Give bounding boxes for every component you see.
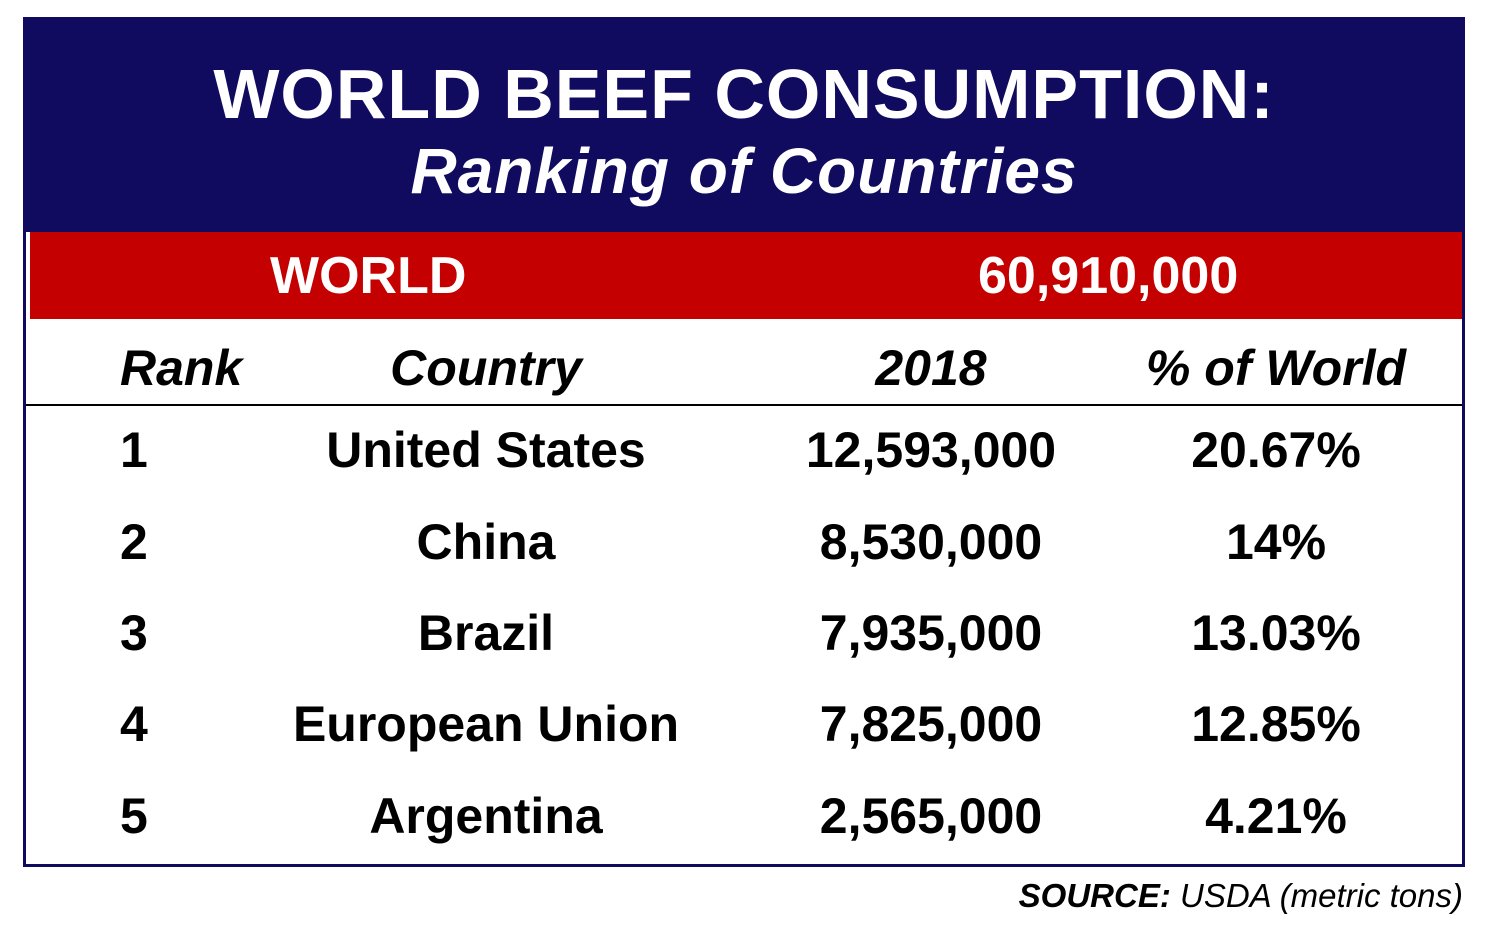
value-2018-cell: 8,530,000: [819, 514, 1043, 570]
rank-cell: 4: [120, 696, 148, 752]
source-note: SOURCE: USDA (metric tons): [1019, 876, 1463, 916]
value-2018-cell: 2,565,000: [819, 788, 1043, 844]
world-label: WORLD: [270, 247, 467, 305]
table-frame: WORLD BEEF CONSUMPTION: Ranking of Count…: [23, 17, 1465, 867]
chart-subtitle: Ranking of Countries: [410, 135, 1078, 207]
world-total-band: WORLD 60,910,000: [30, 232, 1462, 319]
share-cell: 14%: [1225, 514, 1327, 570]
country-cell: China: [416, 514, 556, 570]
value-2018-cell: 7,935,000: [819, 605, 1043, 661]
rank-cell: 2: [120, 514, 148, 570]
country-cell: Brazil: [417, 605, 555, 661]
header-divider: [26, 404, 1462, 406]
header-share: % of World: [1145, 340, 1407, 396]
share-cell: 20.67%: [1191, 422, 1361, 478]
rank-cell: 1: [120, 422, 148, 478]
source-text: USDA (metric tons): [1170, 877, 1463, 914]
source-label: SOURCE:: [1018, 877, 1171, 914]
header-country: Country: [390, 340, 582, 396]
title-band: WORLD BEEF CONSUMPTION: Ranking of Count…: [26, 20, 1462, 232]
header-rank: Rank: [120, 340, 243, 396]
country-cell: Argentina: [369, 788, 603, 844]
world-total-value: 60,910,000: [978, 247, 1239, 305]
rank-cell: 5: [120, 788, 148, 844]
rank-cell: 3: [120, 605, 148, 661]
header-year: 2018: [875, 340, 987, 396]
chart-title: WORLD BEEF CONSUMPTION:: [213, 55, 1275, 133]
share-cell: 12.85%: [1191, 696, 1361, 752]
country-cell: European Union: [292, 696, 680, 752]
value-2018-cell: 7,825,000: [819, 696, 1043, 752]
share-cell: 4.21%: [1205, 788, 1347, 844]
value-2018-cell: 12,593,000: [805, 422, 1057, 478]
share-cell: 13.03%: [1191, 605, 1361, 661]
country-cell: United States: [326, 422, 646, 478]
